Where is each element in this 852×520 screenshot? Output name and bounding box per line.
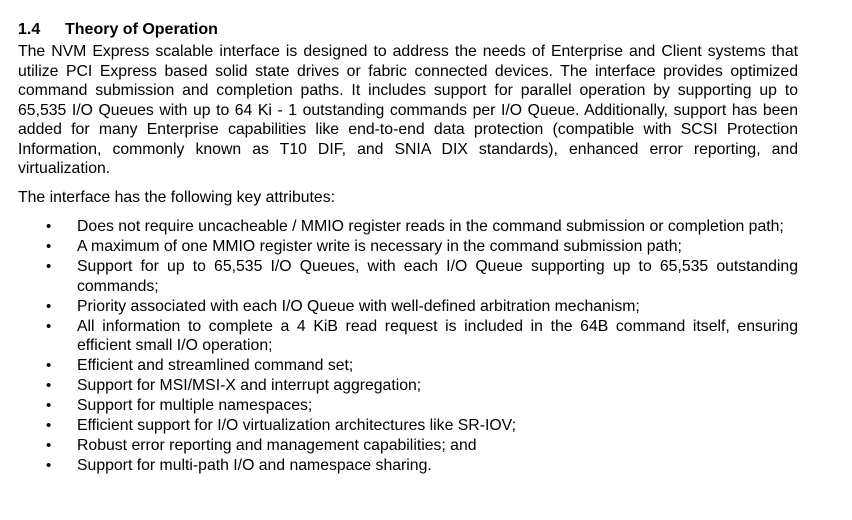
list-item: • Robust error reporting and management … (18, 436, 802, 456)
bullet-icon: • (46, 238, 52, 255)
list-item: • Priority associated with each I/O Queu… (18, 297, 802, 317)
attributes-intro-paragraph: The interface has the following key attr… (18, 188, 335, 206)
list-item: • Does not require uncacheable / MMIO re… (18, 217, 802, 237)
bullet-icon: • (46, 218, 52, 235)
list-item-text: Support for up to 65,535 I/O Queues, wit… (77, 258, 798, 295)
list-item-text: Does not require uncacheable / MMIO regi… (77, 218, 784, 235)
list-item: • Support for MSI/MSI-X and interrupt ag… (18, 376, 802, 396)
bullet-icon: • (46, 317, 52, 335)
list-item-text: Support for MSI/MSI-X and interrupt aggr… (77, 377, 422, 394)
list-item: • Efficient and streamlined command set; (18, 356, 802, 376)
bullet-icon: • (46, 357, 52, 374)
list-item-text: Support for multiple namespaces; (77, 397, 313, 414)
list-item: • Support for multiple namespaces; (18, 396, 802, 416)
list-item-text: Priority associated with each I/O Queue … (77, 297, 640, 315)
list-item-text: Efficient and streamlined command set; (77, 357, 354, 374)
bullet-icon: • (46, 457, 52, 474)
list-item: • Support for up to 65,535 I/O Queues, w… (18, 257, 802, 296)
bullet-icon: • (46, 258, 52, 275)
bullet-icon: • (46, 417, 52, 434)
list-item: • Support for multi-path I/O and namespa… (18, 456, 802, 476)
bullet-icon: • (46, 297, 52, 315)
overview-paragraph: The NVM Express scalable interface is de… (18, 43, 798, 177)
list-item: • Efficient support for I/O virtualizati… (18, 416, 802, 436)
bullet-icon: • (46, 397, 52, 414)
list-item-text: A maximum of one MMIO register write is … (77, 238, 682, 255)
key-attributes-list: • Does not require uncacheable / MMIO re… (18, 217, 802, 476)
list-item-text: Support for multi-path I/O and namespace… (77, 457, 432, 474)
list-item-text: Efficient support for I/O virtualization… (77, 417, 516, 434)
section-title: Theory of Operation (65, 21, 218, 38)
section-heading: 1.4 Theory of Operation (18, 20, 802, 40)
bullet-icon: • (46, 437, 52, 454)
list-item-text: All information to complete a 4 KiB read… (77, 317, 798, 355)
list-item: • A maximum of one MMIO register write i… (18, 237, 802, 257)
list-item-text: Robust error reporting and management ca… (77, 437, 477, 454)
section-number: 1.4 (18, 21, 41, 38)
bullet-icon: • (46, 377, 52, 394)
list-item: • All information to complete a 4 KiB re… (18, 317, 802, 356)
